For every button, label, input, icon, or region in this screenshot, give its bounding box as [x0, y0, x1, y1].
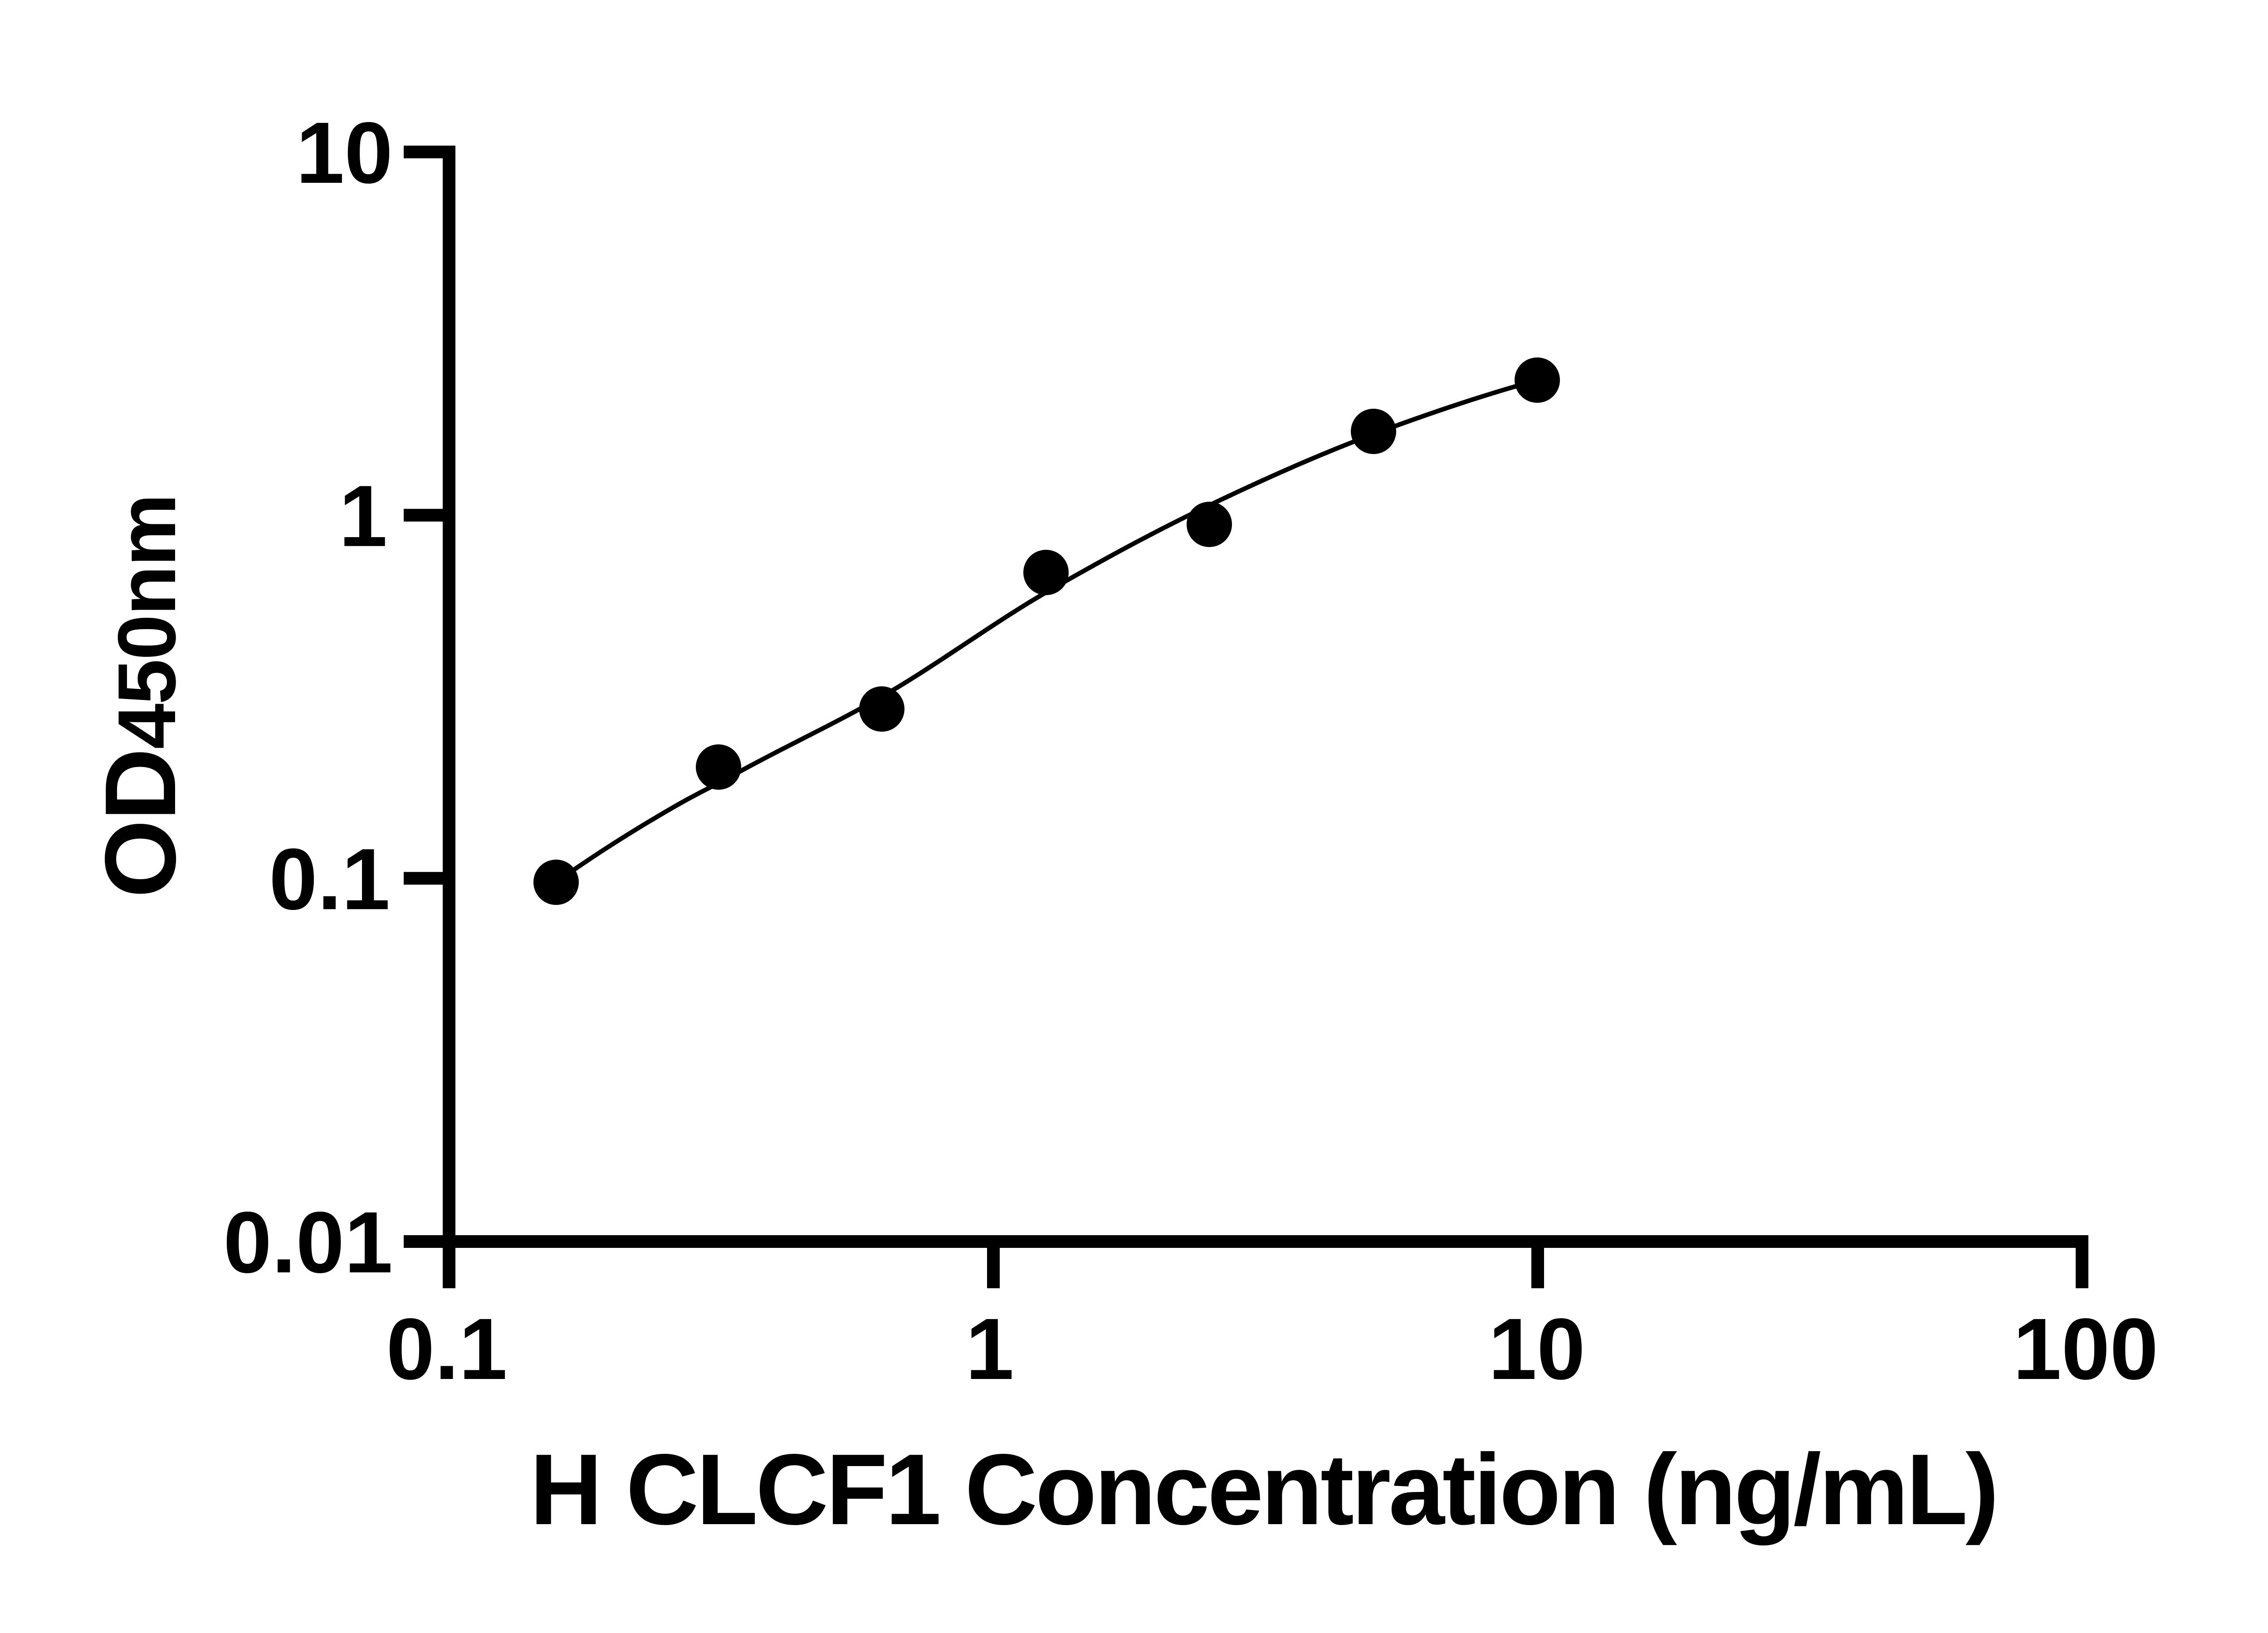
- svg-text:OD450nm: OD450nm: [84, 495, 197, 898]
- svg-text:10: 10: [296, 104, 393, 201]
- svg-text:10: 10: [1488, 1300, 1585, 1398]
- svg-text:1: 1: [339, 467, 387, 565]
- svg-text:1: 1: [966, 1300, 1014, 1398]
- svg-text:0.1: 0.1: [386, 1300, 508, 1398]
- svg-text:0.1: 0.1: [269, 830, 390, 928]
- svg-text:0.01: 0.01: [223, 1193, 393, 1291]
- svg-text:100: 100: [2013, 1300, 2158, 1398]
- svg-text:H CLCF1 Concentration (ng/mL): H CLCF1 Concentration (ng/mL): [530, 1433, 1997, 1546]
